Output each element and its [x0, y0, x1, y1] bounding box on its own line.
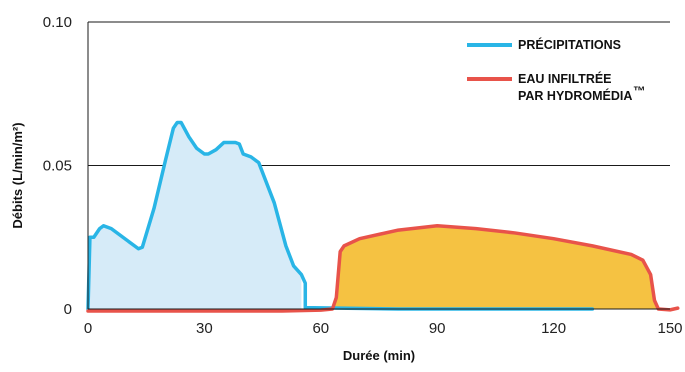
- y-tick-labels: 0 0.05 0.10: [43, 14, 72, 318]
- area-fill-1: [332, 225, 659, 309]
- y-tick-label-1: 0.05: [43, 158, 72, 175]
- legend-label-precipitations: PRÉCIPITATIONS: [518, 37, 621, 52]
- x-axis-title: Durée (min): [343, 348, 415, 363]
- x-tick-label-2: 60: [312, 320, 329, 337]
- y-axis-title: Débits (L/min/m²): [10, 122, 25, 228]
- x-tick-label-3: 90: [429, 320, 446, 337]
- x-tick-label-5: 150: [657, 320, 682, 337]
- x-tick-label-1: 30: [196, 320, 213, 337]
- series-line-1: [86, 224, 680, 313]
- axes: [87, 22, 670, 310]
- area-fills: [89, 122, 659, 309]
- legend-trademark: ™: [633, 84, 646, 98]
- y-tick-label-0: 0: [64, 301, 72, 318]
- series-lines: [86, 120, 680, 313]
- x-tick-label-0: 0: [84, 320, 92, 337]
- series-line-0: [86, 120, 595, 311]
- legend: PRÉCIPITATIONS EAU INFILTRÉE PAR HYDROMÉDI…: [467, 37, 645, 103]
- legend-label-infiltree-line2: PAR HYDROMÉDIA: [518, 88, 632, 103]
- x-tick-label-4: 120: [541, 320, 566, 337]
- x-tick-labels: 0 30 60 90 120 150: [84, 320, 683, 337]
- y-tick-label-2: 0.10: [43, 14, 72, 31]
- area-fill-0: [89, 122, 302, 309]
- legend-label-infiltree-line1: EAU INFILTRÉE: [518, 71, 612, 86]
